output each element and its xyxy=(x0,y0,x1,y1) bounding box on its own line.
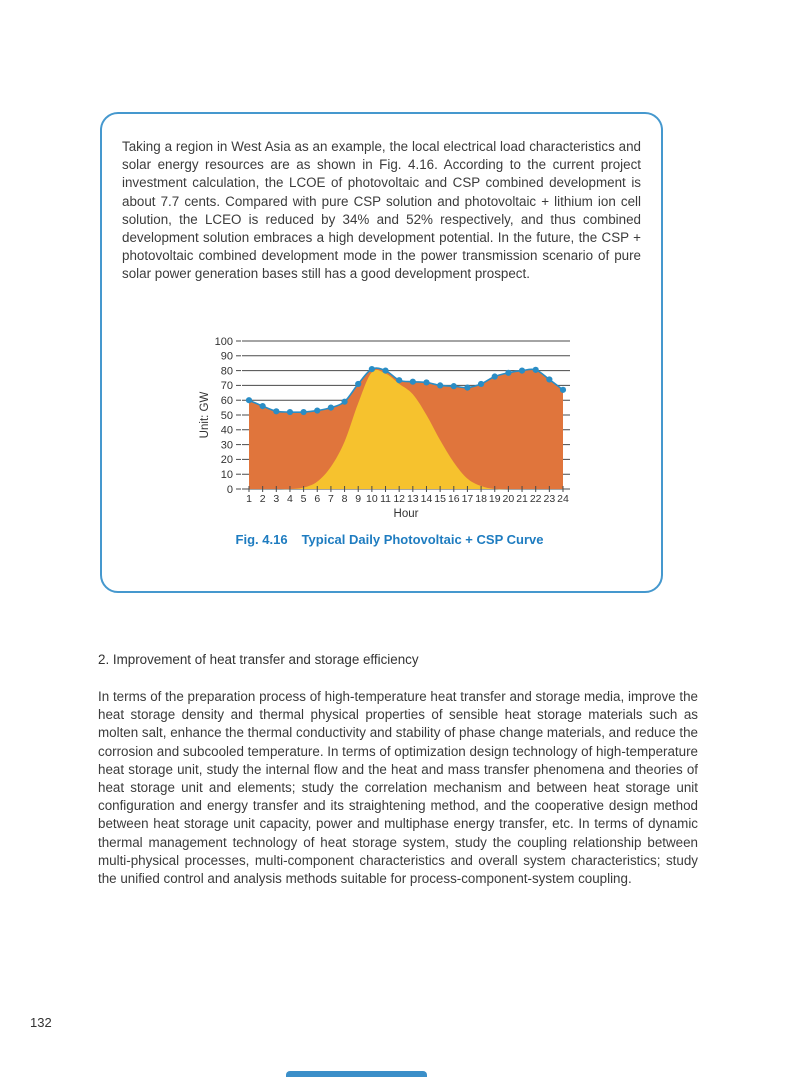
svg-text:80: 80 xyxy=(221,365,233,377)
page-number: 132 xyxy=(30,1015,52,1030)
svg-text:13: 13 xyxy=(407,493,419,505)
svg-text:6: 6 xyxy=(314,493,320,505)
svg-text:24: 24 xyxy=(557,493,569,505)
svg-text:8: 8 xyxy=(342,493,348,505)
svg-text:15: 15 xyxy=(434,493,446,505)
figure-chart: 0 10 20 30 40 50 60 70 80 90 100 1 2 3 4 5 6 7 8 9 10 11 12 13 1… xyxy=(197,328,582,547)
svg-text:50: 50 xyxy=(221,410,233,422)
svg-text:2: 2 xyxy=(260,493,266,505)
svg-text:10: 10 xyxy=(366,493,378,505)
svg-text:Unit: GW: Unit: GW xyxy=(199,392,211,439)
svg-text:30: 30 xyxy=(221,439,233,451)
figure-caption-label: Fig. 4.16 xyxy=(235,532,288,547)
svg-text:90: 90 xyxy=(221,351,233,363)
svg-text:9: 9 xyxy=(355,493,361,505)
svg-text:40: 40 xyxy=(221,425,233,437)
svg-text:60: 60 xyxy=(221,395,233,407)
svg-text:21: 21 xyxy=(516,493,528,505)
svg-text:5: 5 xyxy=(301,493,307,505)
section-paragraph: In terms of the preparation process of h… xyxy=(98,689,698,887)
svg-text:20: 20 xyxy=(221,454,233,466)
section-heading: 2. Improvement of heat transfer and stor… xyxy=(98,652,419,667)
svg-text:22: 22 xyxy=(530,493,542,505)
svg-text:11: 11 xyxy=(380,493,391,505)
svg-text:3: 3 xyxy=(273,493,279,505)
svg-text:18: 18 xyxy=(475,493,487,505)
svg-text:23: 23 xyxy=(544,493,556,505)
callout-paragraph: Taking a region in West Asia as an examp… xyxy=(122,139,641,282)
svg-text:1: 1 xyxy=(246,493,252,505)
svg-text:20: 20 xyxy=(503,493,515,505)
svg-text:12: 12 xyxy=(393,493,405,505)
next-page-edge xyxy=(286,1071,427,1077)
svg-text:14: 14 xyxy=(421,493,433,505)
svg-text:19: 19 xyxy=(489,493,501,505)
svg-text:10: 10 xyxy=(221,469,233,481)
svg-text:100: 100 xyxy=(215,336,233,348)
figure-caption-title: Typical Daily Photovoltaic + CSP Curve xyxy=(301,532,544,547)
svg-text:17: 17 xyxy=(462,493,474,505)
callout-box: Taking a region in West Asia as an examp… xyxy=(100,112,663,593)
svg-text:7: 7 xyxy=(328,493,334,505)
figure-caption: Fig. 4.16 Typical Daily Photovoltaic + CS… xyxy=(197,532,582,547)
svg-text:Hour: Hour xyxy=(394,508,419,520)
svg-text:0: 0 xyxy=(227,484,233,496)
svg-text:70: 70 xyxy=(221,380,233,392)
svg-text:16: 16 xyxy=(448,493,460,505)
svg-text:4: 4 xyxy=(287,493,293,505)
